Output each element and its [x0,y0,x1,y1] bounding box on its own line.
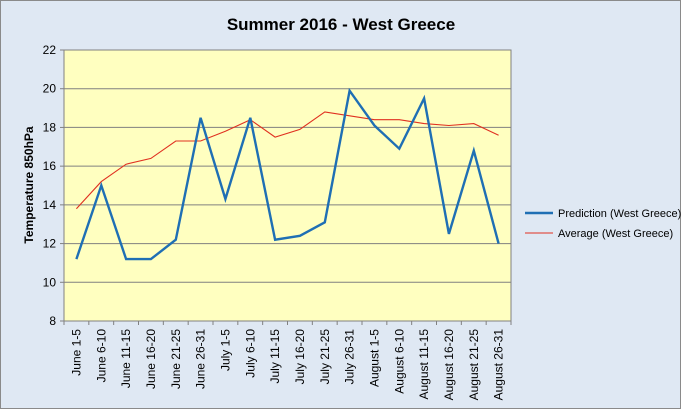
x-tick-label: June 1-5 [69,329,83,376]
x-tick-label: July 6-10 [243,329,257,378]
legend: Prediction (West Greece) Average (West Gr… [525,208,681,240]
x-tick-label: June 16-20 [144,329,158,389]
y-axis-ticks: 8 10 12 14 16 18 20 22 [43,43,64,328]
x-tick-label: June 21-25 [169,329,183,389]
x-tick-label: August 26-31 [492,329,506,401]
y-tick-label: 10 [43,275,57,289]
chart-title: Summer 2016 - West Greece [227,15,455,34]
x-tick-label: July 1-5 [218,329,232,371]
x-tick-label: July 21-25 [318,329,332,385]
y-tick-label: 8 [49,314,56,328]
legend-label-average: Average (West Greece) [558,228,673,240]
series-line-prediction [75,87,500,261]
legend-label-prediction: Prediction (West Greece) [558,208,681,220]
grid-lines [64,88,511,283]
x-tick-label: August 11-15 [417,329,431,400]
x-tick-label: June 6-10 [94,329,108,383]
plot-area [63,49,512,322]
x-tick-label: June 11-15 [119,329,133,388]
y-tick-label: 12 [43,237,57,251]
y-tick-label: 22 [43,43,57,57]
x-tick-label: August 21-25 [467,329,481,401]
y-tick-label: 16 [43,159,57,173]
x-tick-label: August 16-20 [442,329,456,401]
x-tick-label: June 26-31 [194,329,208,389]
x-tick-label: July 11-15 [268,329,282,384]
series-lines [75,87,500,261]
y-tick-label: 20 [43,82,57,96]
y-tick-label: 14 [43,198,57,212]
x-tick-label: July 16-20 [293,329,307,385]
x-axis-ticks: June 1-5 June 6-10 June 11-15 June 16-20 Jun… [63,321,512,401]
x-tick-label: August 1-5 [367,329,381,387]
x-tick-label: July 26-31 [343,329,357,385]
y-axis-label: Temperature 850hPa [22,126,36,243]
x-tick-label: August 6-10 [392,329,406,394]
y-tick-label: 18 [43,120,57,134]
